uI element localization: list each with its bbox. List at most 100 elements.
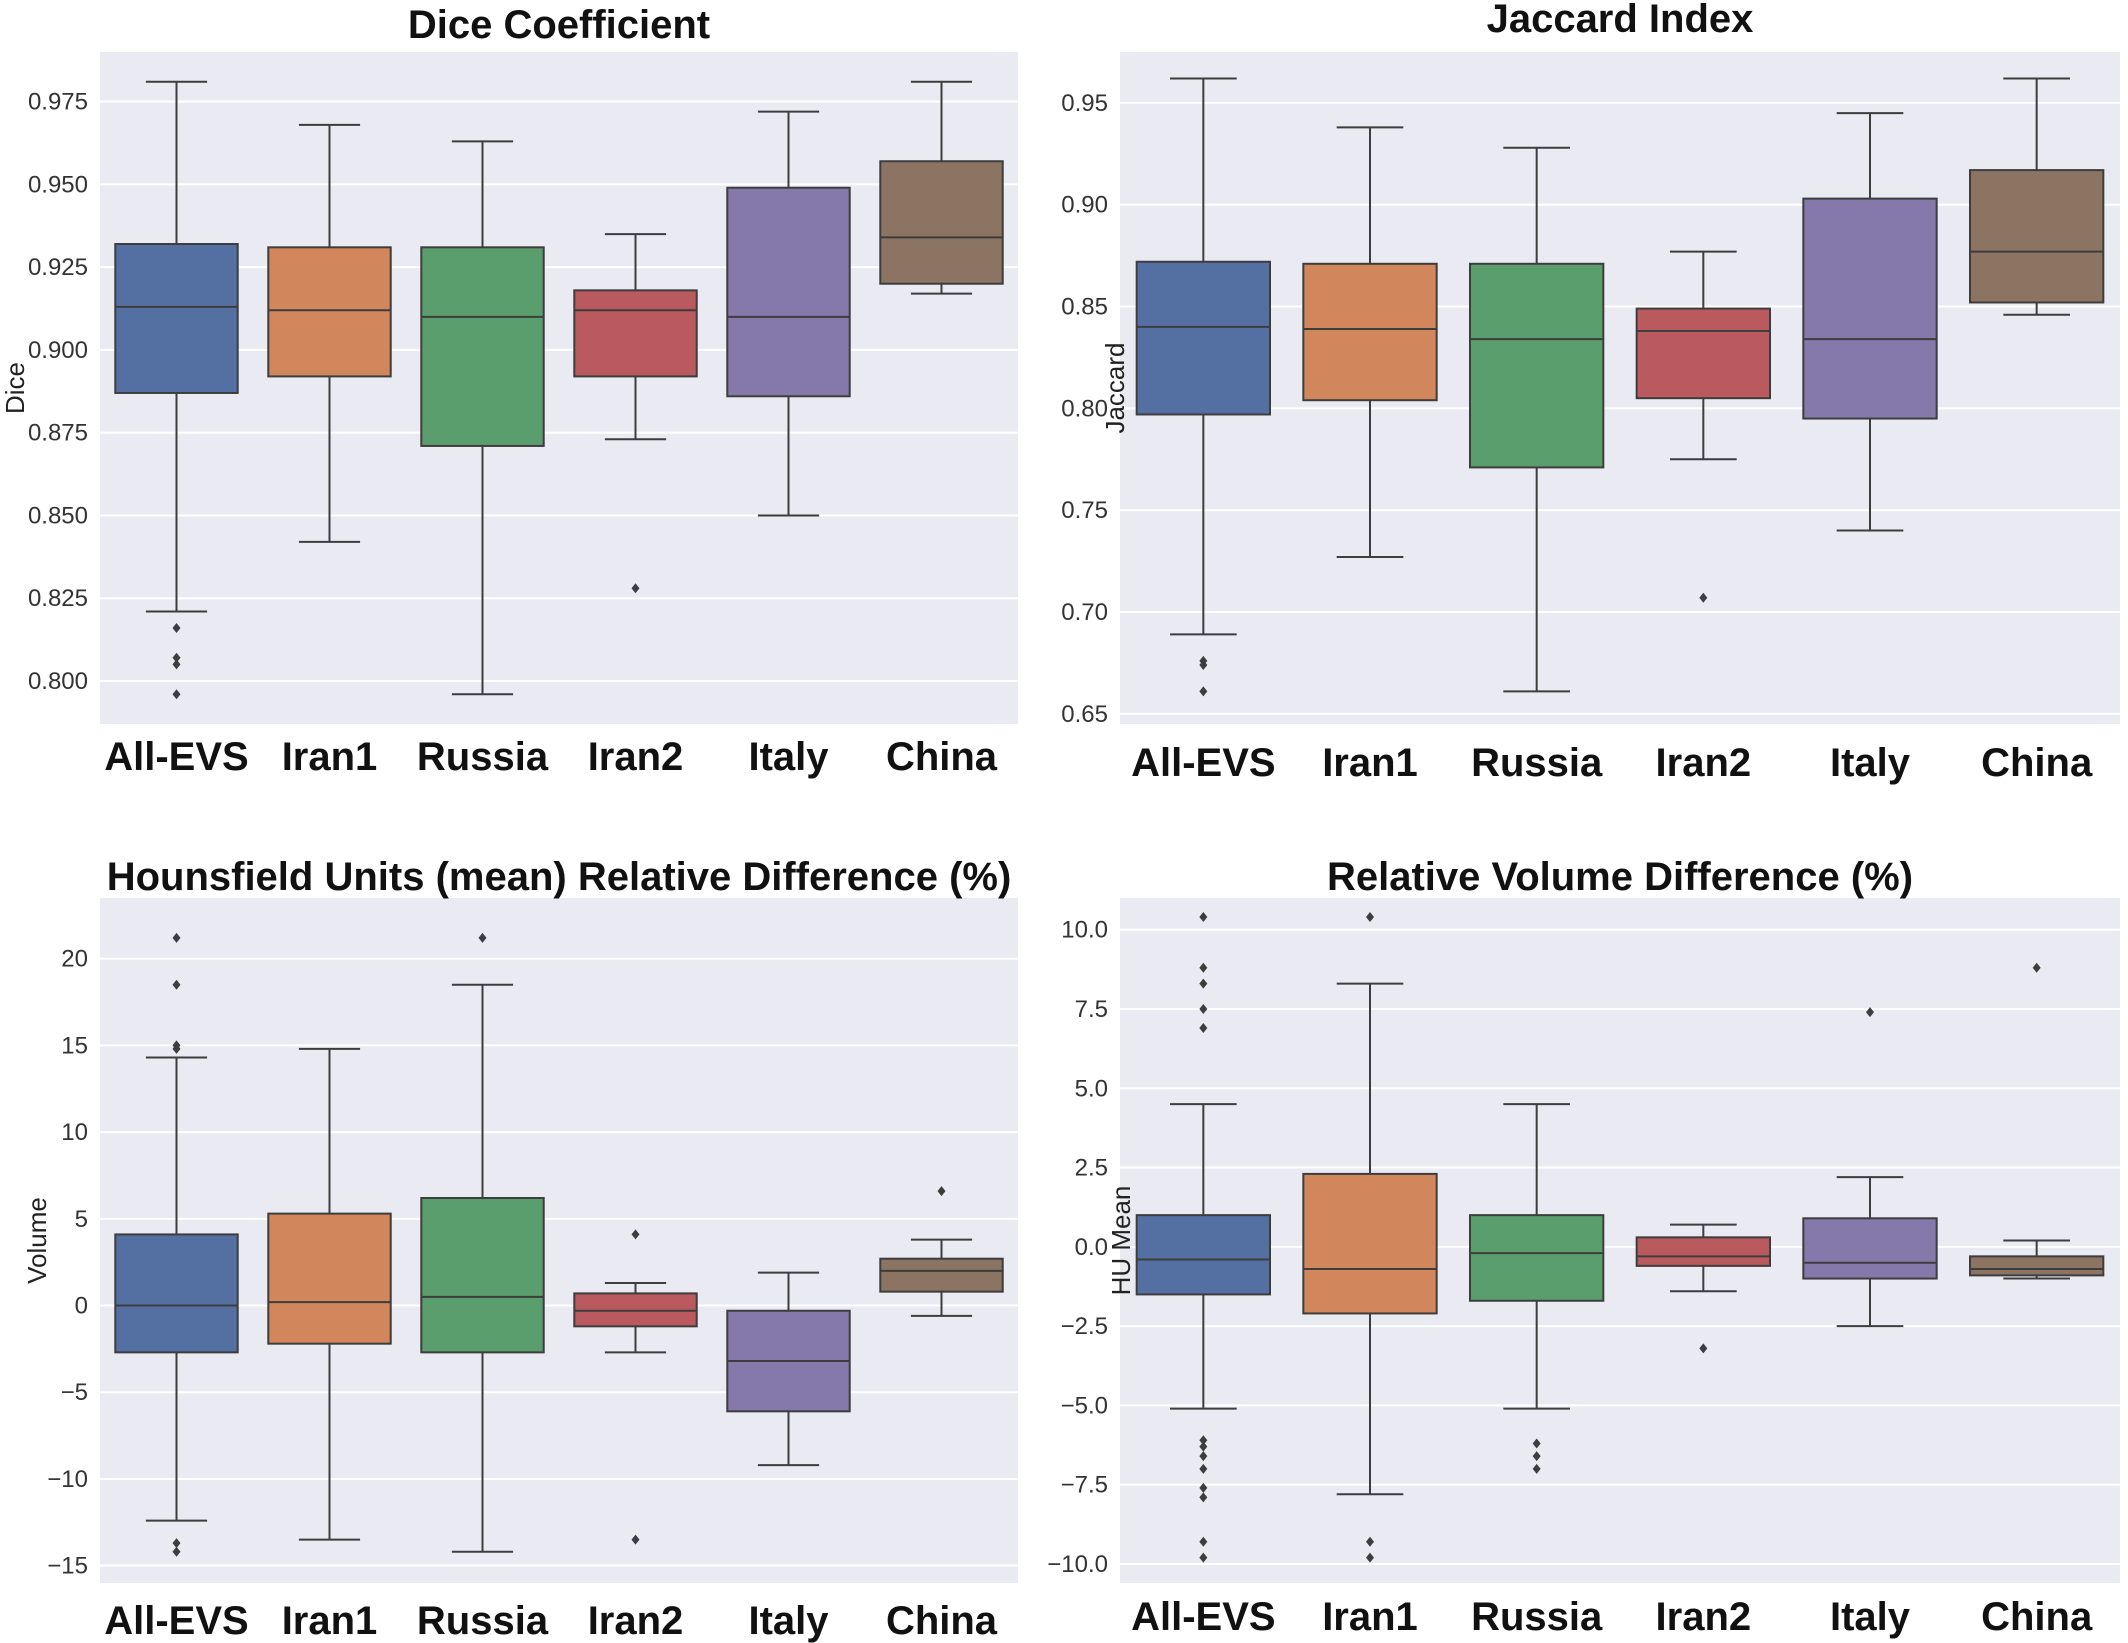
iqr-box bbox=[114, 1233, 239, 1354]
x-tick-label: Iran2 bbox=[588, 1599, 684, 1643]
outlier-point bbox=[172, 1538, 181, 1549]
outlier-point bbox=[1366, 1552, 1374, 1563]
outlier-point bbox=[1199, 1441, 1208, 1452]
iqr-box bbox=[420, 246, 545, 447]
y-tick-label: 5.0 bbox=[1075, 1075, 1108, 1102]
outlier-point bbox=[1532, 1451, 1541, 1462]
x-tick-label: Russia bbox=[417, 735, 549, 779]
y-tick-label: 0.950 bbox=[28, 171, 88, 198]
y-tick-label: 0.900 bbox=[28, 337, 88, 364]
outlier-point bbox=[631, 1534, 640, 1545]
y-tick-label: 0.800 bbox=[28, 668, 88, 695]
iqr-box bbox=[114, 243, 239, 394]
x-tick-label: Iran2 bbox=[588, 735, 684, 779]
box-iran1 bbox=[1302, 912, 1438, 1563]
outlier-point bbox=[172, 1546, 181, 1557]
iqr-box bbox=[726, 186, 851, 398]
box-iran2 bbox=[573, 1229, 698, 1545]
x-tick-label: Italy bbox=[748, 735, 829, 779]
outlier-point bbox=[1366, 1536, 1374, 1547]
x-tick-label: Italy bbox=[1830, 1595, 1911, 1639]
plot-area bbox=[100, 52, 1018, 724]
iqr-box bbox=[879, 160, 1004, 285]
box-italy bbox=[1802, 112, 1938, 532]
y-tick-label: 0.70 bbox=[1061, 599, 1108, 626]
box-all-evs bbox=[114, 932, 239, 1557]
y-tick-label: −7.5 bbox=[1061, 1472, 1108, 1499]
y-tick-label: 20 bbox=[61, 946, 88, 973]
box-italy bbox=[726, 110, 851, 517]
outlier-point bbox=[1199, 1482, 1208, 1493]
y-tick-label: 0.65 bbox=[1061, 701, 1108, 728]
y-tick-label: 0.0 bbox=[1075, 1234, 1108, 1261]
chart-panel-2: 0.65 0.70 0.75 0.80 0.85 0.90 0.95 Jaccard Inde… bbox=[1061, 0, 2120, 785]
x-tick-label: All-EVS bbox=[1131, 1595, 1275, 1639]
box-china bbox=[1969, 962, 2105, 1280]
outlier-point bbox=[172, 659, 181, 670]
x-tick-label: Russia bbox=[417, 1599, 549, 1643]
x-tick-label: All-EVS bbox=[104, 1599, 248, 1643]
outlier-point bbox=[172, 932, 181, 943]
chart-title: Dice Coefficient bbox=[408, 3, 710, 47]
outlier-point bbox=[1699, 1343, 1708, 1354]
outlier-point bbox=[1532, 1463, 1541, 1474]
y-tick-label: 0 bbox=[75, 1293, 88, 1320]
y-tick-label: 0.85 bbox=[1061, 294, 1108, 321]
y-tick-label: 0.850 bbox=[28, 502, 88, 529]
x-tick-label: Italy bbox=[748, 1599, 829, 1643]
x-tick-label: Iran2 bbox=[1656, 741, 1752, 785]
box-iran2 bbox=[573, 233, 698, 594]
iqr-box bbox=[1302, 1172, 1438, 1315]
iqr-box bbox=[1802, 1217, 1938, 1280]
plot-area bbox=[1120, 898, 2120, 1583]
iqr-box bbox=[267, 246, 392, 378]
x-tick-label: Iran1 bbox=[282, 735, 378, 779]
outlier-point bbox=[1199, 1536, 1208, 1547]
outlier-point bbox=[172, 652, 181, 663]
outlier-point bbox=[1199, 1003, 1208, 1014]
outlier-point bbox=[1366, 912, 1374, 923]
box-iran1 bbox=[1302, 126, 1438, 559]
iqr-box bbox=[1969, 169, 2105, 304]
chart-panel-1: 0.800 0.825 0.850 0.875 0.900 0.925 0.950 0.975… bbox=[0, 3, 1018, 779]
x-tick-label: Russia bbox=[1471, 1595, 1603, 1639]
plot-area bbox=[100, 898, 1018, 1583]
x-tick-label: All-EVS bbox=[1131, 741, 1275, 785]
outlier-point bbox=[1199, 1552, 1208, 1563]
chart-title: Hounsfield Units (mean) Relative Differe… bbox=[107, 855, 1012, 899]
iqr-box bbox=[420, 1197, 545, 1354]
iqr-box bbox=[1469, 1214, 1605, 1302]
chart-title: Relative Volume Difference (%) bbox=[1327, 855, 1913, 899]
y-axis-label: Jaccard bbox=[1100, 342, 1130, 433]
iqr-box bbox=[1469, 262, 1605, 469]
outlier-point bbox=[1199, 978, 1208, 989]
y-tick-label: 5 bbox=[75, 1206, 88, 1233]
outlier-point bbox=[937, 1186, 946, 1197]
y-axis-label: HU Mean bbox=[1106, 1186, 1136, 1296]
iqr-box bbox=[1635, 1236, 1771, 1267]
box-all-evs bbox=[1135, 77, 1271, 697]
y-tick-label: 0.925 bbox=[28, 254, 88, 281]
outlier-point bbox=[1866, 1007, 1874, 1018]
outlier-point bbox=[172, 979, 181, 990]
iqr-box bbox=[267, 1212, 392, 1345]
iqr-box bbox=[1802, 197, 1938, 420]
outlier-point bbox=[1199, 1451, 1208, 1462]
y-tick-label: 0.95 bbox=[1061, 90, 1108, 117]
outlier-point bbox=[172, 1043, 181, 1054]
box-iran2 bbox=[1635, 1223, 1771, 1354]
y-tick-label: −10.0 bbox=[1047, 1551, 1108, 1578]
box-italy bbox=[1802, 1007, 1938, 1328]
outlier-point bbox=[1199, 1023, 1208, 1034]
y-tick-label: −2.5 bbox=[1061, 1313, 1108, 1340]
y-tick-label: 0.75 bbox=[1061, 497, 1108, 524]
outlier-point bbox=[1199, 962, 1208, 973]
y-tick-label: 0.975 bbox=[28, 89, 88, 116]
box-russia bbox=[1469, 1103, 1605, 1474]
y-tick-label: 0.90 bbox=[1061, 192, 1108, 219]
iqr-box bbox=[879, 1257, 1004, 1293]
iqr-box bbox=[1969, 1255, 2105, 1277]
y-tick-label: 0.80 bbox=[1061, 395, 1108, 422]
iqr-box bbox=[1635, 307, 1771, 400]
